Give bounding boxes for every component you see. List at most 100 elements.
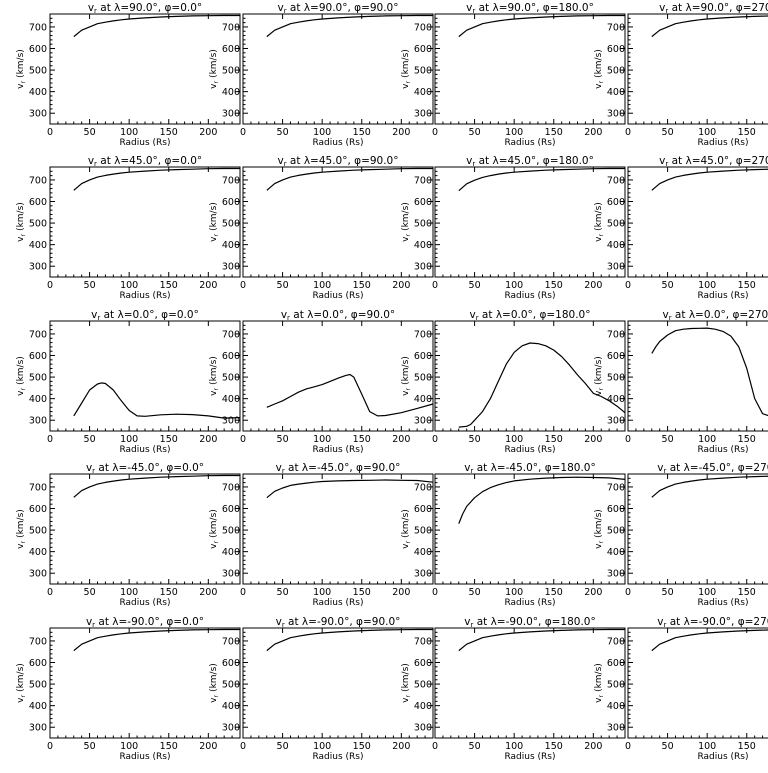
x-tick-label: 100 bbox=[120, 280, 138, 291]
y-axis-label: vr (km/s) bbox=[401, 356, 412, 396]
y-tick-label: 700 bbox=[222, 329, 240, 340]
y-tick-label: 500 bbox=[607, 219, 625, 230]
x-axis-label: Radius (Rs) bbox=[119, 138, 170, 148]
x-tick-label: 150 bbox=[738, 587, 756, 598]
x-tick-label: 150 bbox=[738, 434, 756, 445]
y-tick-label: 700 bbox=[607, 482, 625, 493]
y-tick-label: 600 bbox=[29, 504, 47, 515]
y-tick-label: 700 bbox=[29, 22, 47, 33]
y-tick-label: 600 bbox=[607, 197, 625, 208]
plot-frame bbox=[627, 627, 768, 739]
x-tick-label: 200 bbox=[584, 434, 602, 445]
x-tick-label: 50 bbox=[84, 587, 96, 598]
y-tick-label: 400 bbox=[222, 240, 240, 251]
y-tick-label: 500 bbox=[607, 373, 625, 384]
y-tick-label: 500 bbox=[414, 680, 432, 691]
x-tick-label: 0 bbox=[47, 587, 53, 598]
x-tick-label: 0 bbox=[432, 434, 438, 445]
y-tick-label: 700 bbox=[607, 175, 625, 186]
y-tick-label: 500 bbox=[222, 373, 240, 384]
x-tick-label: 50 bbox=[84, 741, 96, 752]
y-tick-label: 500 bbox=[29, 680, 47, 691]
y-tick-label: 700 bbox=[607, 329, 625, 340]
x-tick-label: 150 bbox=[160, 280, 178, 291]
x-tick-label: 50 bbox=[277, 434, 289, 445]
y-tick-label: 500 bbox=[414, 526, 432, 537]
y-tick-label: 400 bbox=[29, 547, 47, 558]
x-tick-label: 50 bbox=[469, 434, 481, 445]
y-axis-label: vr (km/s) bbox=[209, 663, 220, 703]
y-tick-label: 300 bbox=[29, 416, 47, 427]
y-tick-label: 500 bbox=[29, 526, 47, 537]
x-axis-label: Radius (Rs) bbox=[504, 752, 555, 762]
series-line bbox=[73, 14, 240, 38]
series-line bbox=[458, 342, 626, 428]
series-line bbox=[651, 327, 768, 417]
y-tick-label: 300 bbox=[414, 109, 432, 120]
y-axis-label: vr (km/s) bbox=[594, 202, 605, 242]
x-axis-label: Radius (Rs) bbox=[697, 445, 748, 455]
y-axis-label: vr (km/s) bbox=[16, 663, 27, 703]
y-tick-label: 400 bbox=[414, 394, 432, 405]
y-tick-label: 300 bbox=[414, 416, 432, 427]
x-tick-label: 150 bbox=[160, 741, 178, 752]
y-axis-label: vr (km/s) bbox=[401, 49, 412, 89]
x-tick-label: 100 bbox=[120, 587, 138, 598]
y-tick-label: 600 bbox=[607, 44, 625, 55]
chart-panel: 0 50 100 150 200 300 400 500 600 700 vr at λ=-45.0… bbox=[209, 462, 434, 608]
y-axis-label: vr (km/s) bbox=[401, 202, 412, 242]
x-tick-label: 50 bbox=[84, 434, 96, 445]
chart-title: vr at λ=0.0°, φ=180.0° bbox=[469, 309, 590, 322]
y-tick-label: 500 bbox=[414, 66, 432, 77]
x-tick-label: 100 bbox=[120, 741, 138, 752]
x-tick-label: 150 bbox=[738, 741, 756, 752]
y-tick-label: 300 bbox=[29, 723, 47, 734]
chart-title: vr at λ=-90.0°, φ=0.0° bbox=[86, 616, 204, 629]
y-tick-label: 600 bbox=[222, 44, 240, 55]
y-axis-label: vr (km/s) bbox=[16, 509, 27, 549]
x-axis-label: Radius (Rs) bbox=[504, 138, 555, 148]
x-axis-label: Radius (Rs) bbox=[697, 291, 748, 301]
y-tick-label: 400 bbox=[607, 240, 625, 251]
y-tick-label: 300 bbox=[29, 569, 47, 580]
y-tick-label: 600 bbox=[414, 197, 432, 208]
y-axis-label: vr (km/s) bbox=[16, 49, 27, 89]
x-tick-label: 100 bbox=[120, 434, 138, 445]
chart-title: vr at λ=-90.0°, φ=180.0° bbox=[464, 616, 595, 629]
y-tick-label: 300 bbox=[607, 569, 625, 580]
chart-panel: 0 50 100 150 200 300 400 500 600 700 vr at λ=45.0°… bbox=[16, 155, 241, 301]
x-tick-label: 50 bbox=[277, 587, 289, 598]
y-tick-label: 500 bbox=[222, 526, 240, 537]
x-tick-label: 150 bbox=[353, 280, 371, 291]
x-tick-label: 50 bbox=[277, 280, 289, 291]
x-tick-label: 100 bbox=[698, 434, 716, 445]
series-line bbox=[73, 474, 240, 498]
y-tick-label: 700 bbox=[607, 636, 625, 647]
y-tick-label: 400 bbox=[414, 547, 432, 558]
x-tick-label: 100 bbox=[698, 280, 716, 291]
y-tick-label: 700 bbox=[414, 329, 432, 340]
x-axis-label: Radius (Rs) bbox=[504, 598, 555, 608]
y-tick-label: 300 bbox=[414, 723, 432, 734]
x-tick-label: 50 bbox=[469, 280, 481, 291]
x-axis-label: Radius (Rs) bbox=[312, 138, 363, 148]
x-tick-label: 200 bbox=[199, 127, 217, 138]
y-tick-label: 500 bbox=[29, 219, 47, 230]
x-tick-label: 50 bbox=[662, 280, 674, 291]
y-tick-label: 700 bbox=[414, 482, 432, 493]
chart-panel: 0 50 100 150 200 300 400 500 600 700 vr at λ=45.0°… bbox=[209, 155, 434, 301]
y-tick-label: 400 bbox=[222, 547, 240, 558]
y-tick-label: 400 bbox=[29, 701, 47, 712]
x-tick-label: 150 bbox=[545, 741, 563, 752]
x-tick-label: 150 bbox=[545, 434, 563, 445]
x-axis-label: Radius (Rs) bbox=[697, 752, 748, 762]
y-tick-label: 400 bbox=[607, 394, 625, 405]
x-tick-label: 0 bbox=[432, 127, 438, 138]
y-tick-label: 300 bbox=[222, 262, 240, 273]
x-tick-label: 200 bbox=[392, 741, 410, 752]
y-tick-label: 700 bbox=[222, 175, 240, 186]
y-tick-label: 600 bbox=[29, 351, 47, 362]
